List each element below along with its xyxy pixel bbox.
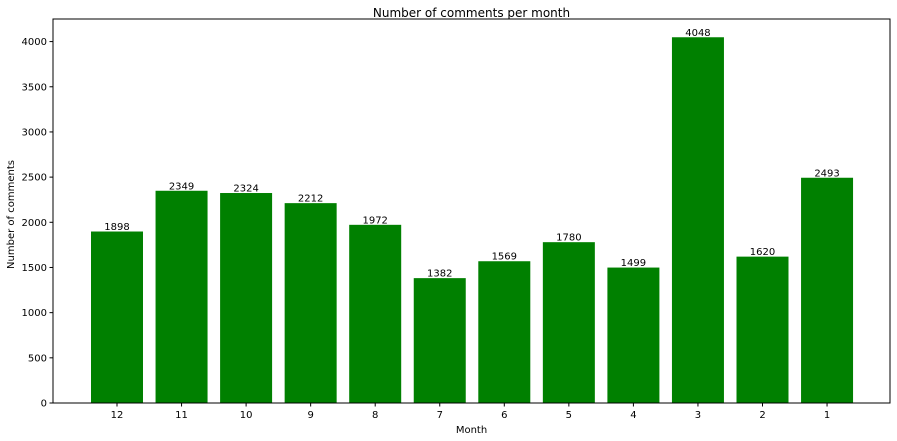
x-axis: 12 11 10 9 8 7 6 5 4 3 2 1 bbox=[111, 403, 830, 421]
plot-frame bbox=[52, 18, 891, 404]
bar bbox=[607, 267, 660, 403]
bars-layer bbox=[91, 37, 854, 404]
bar bbox=[736, 256, 789, 403]
x-tick-label: 3 bbox=[695, 410, 701, 421]
y-tick-label: 3000 bbox=[22, 127, 47, 138]
bar bbox=[284, 203, 337, 403]
y-tick-label: 0 bbox=[41, 399, 47, 410]
data-label: 1620 bbox=[750, 247, 775, 258]
data-label: 1499 bbox=[621, 258, 646, 269]
bar bbox=[671, 37, 724, 404]
data-label: 4048 bbox=[685, 28, 710, 39]
bar bbox=[91, 231, 143, 403]
data-label: 2493 bbox=[814, 168, 839, 179]
data-label: 1898 bbox=[104, 222, 129, 233]
x-tick-label: 8 bbox=[372, 410, 378, 421]
bar bbox=[478, 261, 531, 403]
data-label: 1569 bbox=[492, 252, 517, 263]
x-tick-label: 5 bbox=[566, 410, 572, 421]
x-tick-label: 9 bbox=[307, 410, 313, 421]
y-tick-label: 500 bbox=[28, 353, 47, 364]
data-label: 2349 bbox=[169, 181, 194, 192]
y-tick-label: 3500 bbox=[22, 82, 47, 93]
x-tick-label: 4 bbox=[630, 410, 636, 421]
x-tick-label: 10 bbox=[240, 410, 253, 421]
y-tick-label: 1000 bbox=[22, 308, 47, 319]
chart-title: Number of comments per month bbox=[373, 6, 570, 20]
data-label: 2212 bbox=[298, 194, 323, 205]
data-labels-layer: 1898 2349 2324 2212 1972 1382 1569 1780 1499 4048… bbox=[104, 28, 840, 280]
bar bbox=[542, 242, 595, 403]
y-tick-label: 2500 bbox=[22, 173, 47, 184]
x-tick-label: 2 bbox=[759, 410, 765, 421]
x-tick-label: 7 bbox=[437, 410, 443, 421]
bar bbox=[220, 193, 273, 403]
x-axis-label: Month bbox=[456, 425, 487, 436]
x-tick-label: 12 bbox=[111, 410, 124, 421]
y-tick-label: 4000 bbox=[22, 37, 47, 48]
data-label: 1382 bbox=[427, 269, 452, 280]
y-tick-label: 2000 bbox=[22, 218, 47, 229]
y-axis: 0 500 1000 1500 2000 2500 3000 3500 4000 bbox=[22, 37, 53, 410]
data-label: 1780 bbox=[556, 233, 581, 244]
bar bbox=[349, 224, 402, 403]
y-tick-label: 1500 bbox=[22, 263, 47, 274]
data-label: 2324 bbox=[233, 184, 258, 195]
x-tick-label: 6 bbox=[501, 410, 507, 421]
x-tick-label: 1 bbox=[824, 410, 830, 421]
x-tick-label: 11 bbox=[175, 410, 188, 421]
y-axis-label: Number of comments bbox=[6, 160, 17, 269]
bar bbox=[413, 278, 466, 403]
data-label: 1972 bbox=[362, 215, 387, 226]
bar bbox=[801, 177, 854, 403]
bar bbox=[155, 190, 208, 403]
